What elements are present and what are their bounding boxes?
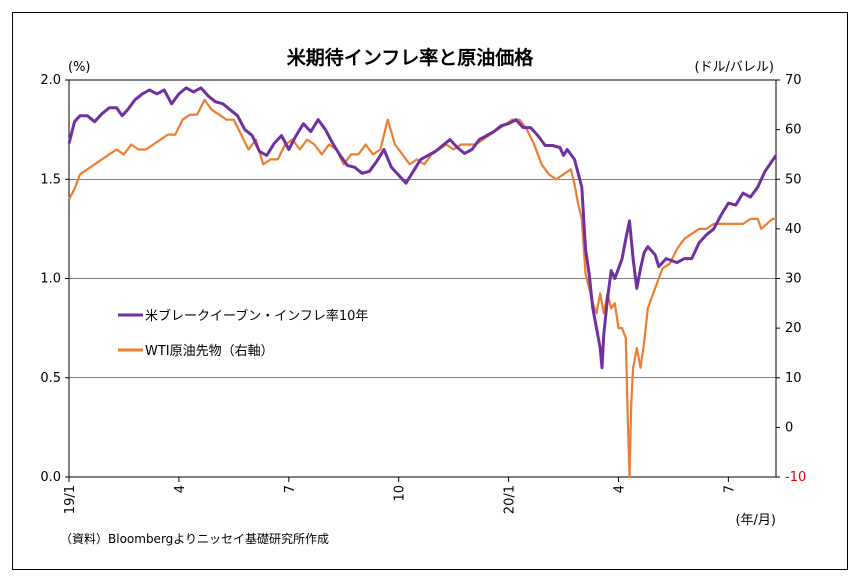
- chart-title: 米期待インフレ率と原油価格: [287, 46, 534, 69]
- left-tick-label: 1.0: [40, 272, 61, 287]
- right-tick-label: 30: [785, 272, 802, 287]
- legend-label-inflation: 米ブレークイーブン・インフレ率10年: [145, 308, 368, 324]
- x-tick-label: 19/1: [63, 485, 78, 514]
- right-tick-label: 10: [785, 371, 802, 386]
- x-tick-label: 4: [173, 485, 188, 493]
- right-tick-label: -10: [785, 470, 806, 485]
- x-axis: 19/1 4 7 10 20/1 4 7: [63, 477, 737, 514]
- source-note: （資料）Bloombergよりニッセイ基礎研究所作成: [60, 531, 329, 546]
- left-axis: 0.0 0.5 1.0 1.5 2.0: [40, 73, 69, 485]
- right-tick-label: 60: [785, 123, 802, 138]
- right-tick-label: 0: [785, 420, 793, 435]
- x-tick-label: 4: [612, 485, 627, 493]
- x-tick-label: 7: [722, 485, 737, 493]
- right-tick-label: 40: [785, 222, 802, 237]
- right-tick-label: 20: [785, 321, 802, 336]
- legend: 米ブレークイーブン・インフレ率10年 WTI原油先物（右軸）: [118, 308, 368, 359]
- left-tick-label: 1.5: [40, 172, 61, 187]
- left-tick-label: 0.5: [40, 371, 61, 386]
- x-tick-label: 10: [393, 485, 408, 502]
- legend-label-wti: WTI原油先物（右軸）: [145, 344, 274, 359]
- x-axis-unit: (年/月): [735, 513, 776, 528]
- right-tick-label: 50: [785, 172, 802, 187]
- right-tick-label: 70: [785, 73, 802, 88]
- left-tick-label: 0.0: [40, 470, 61, 485]
- series-line-inflation: [67, 86, 778, 370]
- left-axis-unit: (%): [68, 60, 91, 75]
- x-tick-label: 7: [283, 485, 298, 493]
- right-axis-unit: (ドル/バレル): [694, 60, 774, 75]
- x-tick-label: 20/1: [503, 485, 518, 514]
- series-line-wti: [68, 98, 776, 479]
- left-tick-label: 2.0: [40, 73, 61, 88]
- series-layer: [67, 86, 778, 479]
- right-axis: -10 0 10 20 30 40 50 60 70: [776, 73, 806, 485]
